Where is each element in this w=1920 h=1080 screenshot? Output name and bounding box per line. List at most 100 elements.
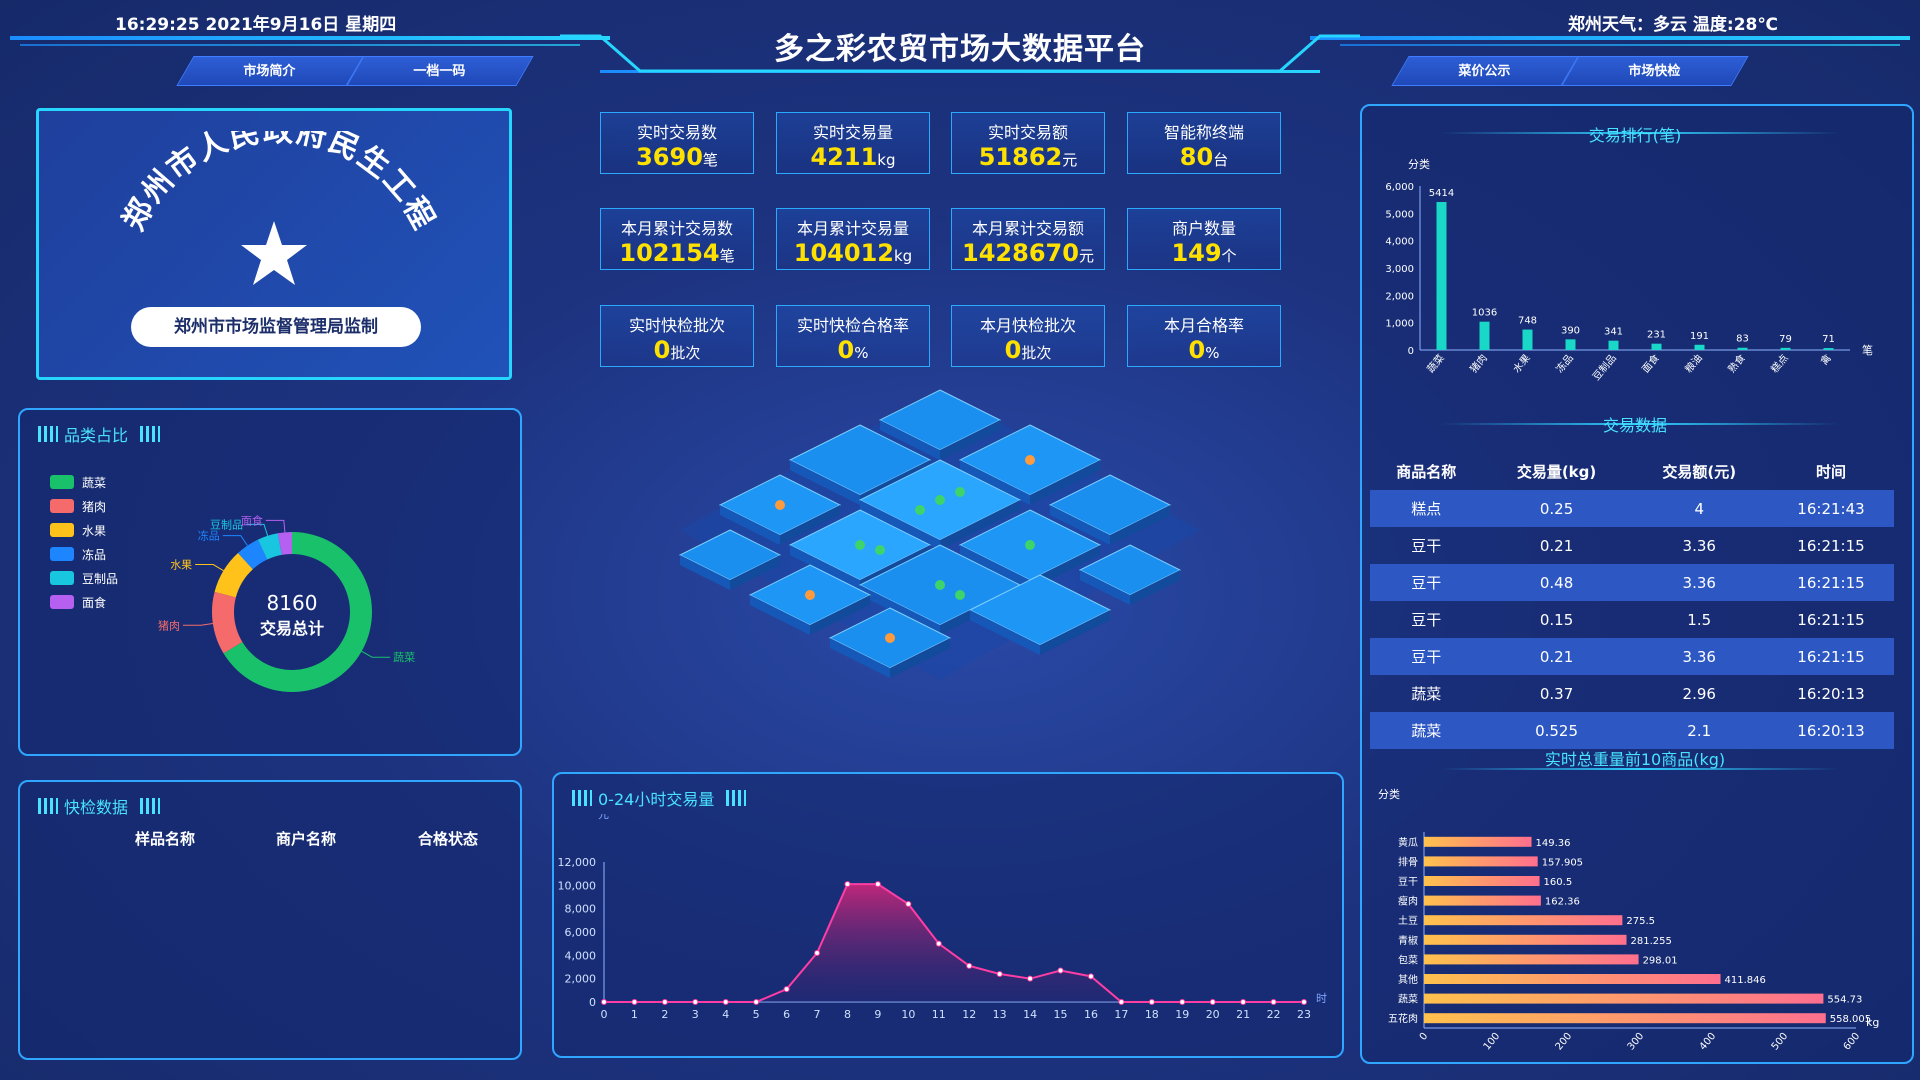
nav-one-stall-one-code[interactable]: 一档一码	[346, 56, 534, 86]
legend-item[interactable]: 冻品	[50, 542, 118, 566]
top10-bar[interactable]	[1424, 934, 1627, 945]
donut-slice[interactable]	[238, 539, 268, 570]
ranking-bar[interactable]	[1823, 348, 1834, 350]
hourly-panel: 0-24小时交易量 元 0 2,000 4,000 6,000 8,000 10,000 12…	[552, 772, 1344, 1058]
hourly-point[interactable]	[1209, 999, 1216, 1005]
hourly-point[interactable]	[1057, 967, 1064, 974]
hourly-point[interactable]	[814, 950, 821, 956]
market-block-side	[730, 555, 780, 590]
hourly-point[interactable]	[783, 986, 790, 993]
datetime: 16:29:25 2021年9月16日 星期四	[115, 15, 397, 35]
top10-bar[interactable]	[1424, 993, 1824, 1004]
transactions-table: 商品名称 交易量(kg) 交易额(元) 时间 糕点 0.25 4 16:21:43 豆干 0.2…	[1370, 452, 1894, 749]
category-panel-title: 品类占比	[38, 422, 161, 446]
legend-item[interactable]: 蔬菜	[50, 470, 118, 494]
ranking-x-label: 粮油	[1682, 352, 1705, 376]
top10-title-deco	[1440, 768, 1840, 770]
market-block-side	[940, 500, 1020, 550]
hourly-point[interactable]	[1148, 999, 1155, 1005]
legend-swatch	[50, 475, 74, 489]
ranking-bar[interactable]	[1436, 202, 1447, 350]
ranking-bar[interactable]	[1651, 343, 1662, 350]
legend-item[interactable]: 豆制品	[50, 566, 118, 590]
table-row[interactable]: 糕点 0.25 4 16:21:43	[1370, 490, 1894, 527]
legend-item[interactable]: 面食	[50, 590, 118, 614]
stat-label: 商户数量	[1171, 219, 1236, 238]
top10-bar[interactable]	[1424, 954, 1639, 965]
hourly-point[interactable]	[1240, 999, 1247, 1005]
ranking-chart: 分类 0 1,000 2,000 3,000 4,000 5,000 6,000 5414 蔬菜 1…	[1385, 157, 1873, 383]
top10-bar[interactable]	[1424, 856, 1538, 867]
hourly-point[interactable]	[996, 971, 1003, 977]
donut-slice[interactable]	[257, 533, 282, 560]
table-row[interactable]: 蔬菜 0.37 2.96 16:20:13	[1370, 675, 1894, 712]
top10-bar[interactable]	[1424, 876, 1540, 886]
x-tick-label: 15	[1054, 1008, 1068, 1021]
title-bars-icon	[38, 426, 58, 442]
hourly-point[interactable]	[1118, 999, 1125, 1005]
ranking-bar[interactable]	[1694, 344, 1705, 350]
hourly-point[interactable]	[692, 999, 699, 1005]
produce-icon	[855, 540, 865, 550]
stat-unit: 元	[1078, 247, 1094, 265]
stat-card: 商户数量 149个	[1127, 208, 1281, 270]
top10-bar[interactable]	[1424, 974, 1721, 984]
transactions-header-row: 商品名称 交易量(kg) 交易额(元) 时间	[1370, 452, 1894, 490]
table-cell: 1.5	[1687, 610, 1712, 629]
donut-slice[interactable]	[223, 532, 372, 692]
header-line-right	[1310, 36, 1910, 40]
top10-bar-value: 275.5	[1626, 916, 1655, 927]
hourly-point[interactable]	[844, 881, 851, 888]
donut-slice[interactable]	[214, 552, 253, 598]
ranking-bar[interactable]	[1608, 340, 1619, 350]
table-row[interactable]: 豆干 0.48 3.36 16:21:15	[1370, 564, 1894, 601]
title-bars-icon	[140, 426, 161, 442]
hourly-point[interactable]	[753, 999, 760, 1005]
inspection-col-status: 合格状态	[418, 830, 479, 848]
table-row[interactable]: 豆干 0.21 3.36 16:21:15	[1370, 527, 1894, 564]
donut-slice[interactable]	[212, 591, 243, 654]
stat-card: 本月累计交易量 104012kg	[776, 208, 930, 270]
produce-icon	[875, 545, 885, 555]
top10-title: 实时总重量前10商品(kg)	[1544, 750, 1726, 769]
hourly-point[interactable]	[722, 999, 729, 1005]
top10-bar[interactable]	[1424, 915, 1623, 926]
stat-label: 实时快检合格率	[796, 316, 909, 335]
hourly-point[interactable]	[874, 881, 881, 888]
table-header-cell: 交易量(kg)	[1516, 462, 1597, 481]
hourly-point[interactable]	[631, 999, 638, 1005]
table-row[interactable]: 豆干 0.21 3.36 16:21:15	[1370, 638, 1894, 675]
ranking-bar[interactable]	[1479, 321, 1490, 350]
top10-bar[interactable]	[1424, 1013, 1826, 1024]
hourly-point[interactable]	[1270, 999, 1277, 1005]
produce-icon	[1025, 540, 1035, 550]
donut-callout-label: 猪肉	[158, 619, 180, 632]
hourly-point[interactable]	[601, 999, 607, 1005]
legend-item[interactable]: 水果	[50, 518, 118, 542]
donut-slice[interactable]	[277, 532, 292, 555]
legend-label: 水果	[82, 523, 107, 538]
top10-bar[interactable]	[1424, 836, 1532, 847]
hourly-point[interactable]	[1179, 999, 1186, 1005]
nav-market-inspection[interactable]: 市场快检	[1561, 56, 1749, 86]
hourly-point[interactable]	[1027, 975, 1034, 982]
legend-label: 豆制品	[82, 571, 119, 586]
hourly-point[interactable]	[966, 962, 973, 969]
top10-bar-value: 554.73	[1827, 995, 1862, 1006]
ranking-bar[interactable]	[1737, 347, 1748, 350]
hourly-point[interactable]	[1301, 999, 1307, 1005]
table-row[interactable]: 蔬菜 0.525 2.1 16:20:13	[1370, 712, 1894, 749]
table-row[interactable]: 豆干 0.15 1.5 16:21:15	[1370, 601, 1894, 638]
hourly-point[interactable]	[935, 940, 942, 947]
ranking-bar[interactable]	[1522, 329, 1533, 350]
top10-bar[interactable]	[1424, 895, 1541, 906]
y-tick-label: 12,000	[558, 856, 597, 869]
ranking-bar[interactable]	[1780, 347, 1791, 350]
hourly-point[interactable]	[661, 999, 668, 1005]
hourly-point[interactable]	[905, 901, 912, 907]
hourly-point[interactable]	[1087, 973, 1094, 980]
nav-market-intro[interactable]: 市场简介	[176, 56, 364, 86]
ranking-bar[interactable]	[1565, 339, 1576, 350]
nav-price-notice[interactable]: 菜价公示	[1391, 56, 1579, 86]
legend-item[interactable]: 猪肉	[50, 494, 118, 518]
